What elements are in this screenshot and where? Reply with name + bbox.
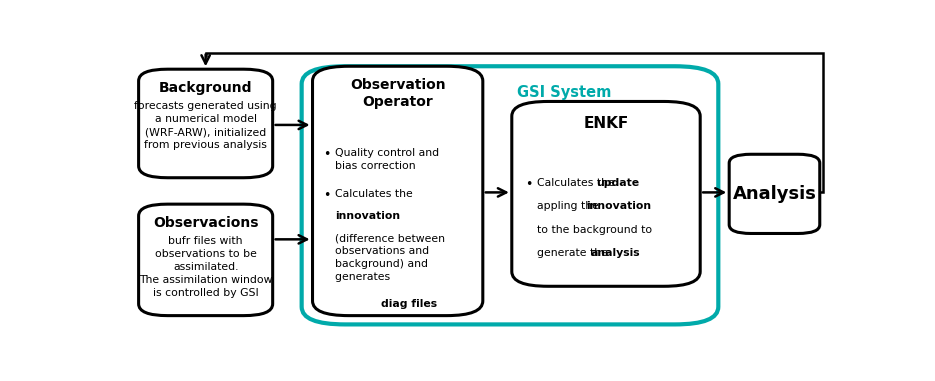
Text: GSI System: GSI System — [517, 85, 611, 100]
Text: generate the: generate the — [537, 248, 611, 258]
Text: Quality control and
bias correction: Quality control and bias correction — [335, 149, 439, 171]
Text: Background: Background — [159, 81, 252, 95]
Text: analysis: analysis — [591, 248, 640, 258]
Text: bufr files with
observations to be
assimilated.
The assimilation window
is contr: bufr files with observations to be assim… — [139, 236, 272, 298]
FancyBboxPatch shape — [511, 101, 700, 286]
Text: forecasts generated using
a numerical model
(WRF-ARW), initialized
from previous: forecasts generated using a numerical mo… — [135, 101, 277, 150]
FancyBboxPatch shape — [729, 154, 820, 234]
Text: •: • — [324, 149, 331, 162]
FancyBboxPatch shape — [138, 69, 273, 178]
Text: Observation
Operator: Observation Operator — [350, 78, 445, 109]
Text: (difference between
observations and
background) and
generates: (difference between observations and bac… — [335, 234, 445, 282]
Text: Calculates the: Calculates the — [335, 189, 412, 200]
Text: •: • — [324, 189, 331, 202]
Text: diag files: diag files — [381, 299, 437, 309]
Text: ENKF: ENKF — [583, 116, 628, 131]
Text: Analysis: Analysis — [732, 185, 816, 203]
FancyBboxPatch shape — [302, 66, 718, 325]
Text: •: • — [525, 178, 532, 191]
Text: update: update — [597, 178, 640, 188]
Text: innovation: innovation — [335, 211, 400, 221]
FancyBboxPatch shape — [312, 66, 482, 315]
Text: innovation: innovation — [586, 201, 652, 211]
Text: Observacions: Observacions — [153, 216, 258, 230]
Text: to the background to: to the background to — [537, 225, 653, 235]
Text: appling the: appling the — [537, 201, 602, 211]
Text: Calculates the: Calculates the — [537, 178, 618, 188]
FancyBboxPatch shape — [138, 204, 273, 315]
